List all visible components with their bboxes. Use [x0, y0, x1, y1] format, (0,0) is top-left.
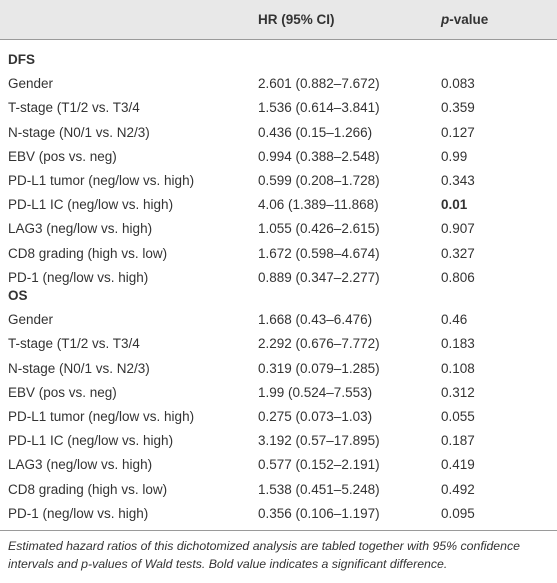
- hr-cell: 1.672 (0.598–4.674): [258, 245, 380, 261]
- row-label: EBV (pos vs. neg): [8, 384, 117, 400]
- row-label: PD-1 (neg/low vs. high): [8, 505, 149, 521]
- row-label: T-stage (T1/2 vs. T3/4: [8, 336, 140, 352]
- p-cell: 0.492: [441, 481, 475, 497]
- p-cell: 0.055: [441, 409, 475, 424]
- header-hr: HR (95% CI): [258, 12, 335, 27]
- row-label: LAG3 (neg/low vs. high): [8, 221, 153, 237]
- hr-cell: 4.06 (1.389–11.868): [258, 197, 379, 213]
- row-label: N-stage (N0/1 vs. N2/3): [8, 360, 150, 376]
- p-cell: 0.806: [441, 269, 475, 285]
- section-label: DFS: [8, 52, 35, 67]
- hr-cell: 3.192 (0.57–17.895): [258, 433, 380, 449]
- header-p: p-value: [441, 12, 488, 28]
- header-p-italic: p: [441, 12, 450, 27]
- caption: Estimated hazard ratios of this dichotom…: [8, 539, 520, 571]
- section-label: OS: [8, 288, 28, 303]
- hr-cell: 2.601 (0.882–7.672): [258, 76, 380, 92]
- row-label: PD-L1 IC (neg/low vs. high): [8, 197, 174, 213]
- p-cell: 0.907: [441, 221, 475, 237]
- p-cell: 0.312: [441, 384, 475, 400]
- row-label: PD-L1 tumor (neg/low vs. high): [8, 173, 195, 188]
- hr-cell: 0.436 (0.15–1.266): [258, 124, 373, 140]
- hr-cell: 1.668 (0.43–6.476): [258, 312, 373, 328]
- p-cell: 0.46: [441, 312, 468, 328]
- bottom-rule: [0, 530, 557, 531]
- header-band: [0, 0, 557, 40]
- p-cell: 0.187: [441, 433, 475, 449]
- p-cell: 0.095: [441, 505, 475, 521]
- row-label: PD-1 (neg/low vs. high): [8, 269, 149, 285]
- hr-cell: 0.577 (0.152–2.191): [258, 457, 380, 473]
- p-cell: 0.327: [441, 245, 475, 261]
- hr-cell: 0.275 (0.073–1.03): [258, 409, 373, 424]
- p-cell: 0.108: [441, 360, 475, 376]
- row-label: EBV (pos vs. neg): [8, 148, 117, 164]
- row-label: LAG3 (neg/low vs. high): [8, 457, 153, 473]
- hr-cell: 0.889 (0.347–2.277): [258, 269, 380, 285]
- row-label: N-stage (N0/1 vs. N2/3): [8, 124, 150, 140]
- row-label: CD8 grading (high vs. low): [8, 481, 168, 497]
- p-cell: 0.127: [441, 124, 475, 140]
- row-label: Gender: [8, 76, 54, 92]
- hr-cell: 2.292 (0.676–7.772): [258, 336, 380, 352]
- hr-cell: 0.319 (0.079–1.285): [258, 360, 380, 376]
- hr-cell: 1.536 (0.614–3.841): [258, 100, 380, 116]
- p-cell: 0.01: [441, 197, 468, 213]
- p-cell: 0.083: [441, 76, 475, 92]
- p-cell: 0.419: [441, 457, 475, 473]
- row-label: PD-L1 IC (neg/low vs. high): [8, 433, 174, 449]
- row-label: T-stage (T1/2 vs. T3/4: [8, 100, 140, 116]
- hr-cell: 1.99 (0.524–7.553): [258, 384, 373, 400]
- p-cell: 0.183: [441, 336, 475, 352]
- p-cell: 0.99: [441, 148, 468, 164]
- row-label: Gender: [8, 312, 54, 328]
- row-label: CD8 grading (high vs. low): [8, 245, 168, 261]
- p-cell: 0.343: [441, 173, 475, 188]
- hr-cell: 0.599 (0.208–1.728): [258, 173, 380, 188]
- hr-cell: 1.055 (0.426–2.615): [258, 221, 380, 237]
- hr-cell: 0.994 (0.388–2.548): [258, 148, 380, 164]
- hr-cell: 1.538 (0.451–5.248): [258, 481, 380, 497]
- hr-cell: 0.356 (0.106–1.197): [258, 505, 380, 521]
- header-p-rest: -value: [449, 12, 489, 27]
- p-cell: 0.359: [441, 100, 475, 116]
- row-label: PD-L1 tumor (neg/low vs. high): [8, 409, 195, 424]
